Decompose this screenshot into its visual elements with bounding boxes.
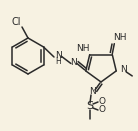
- Text: S: S: [86, 101, 94, 111]
- Text: Cl: Cl: [11, 17, 21, 27]
- Text: O: O: [99, 105, 105, 114]
- Text: N: N: [89, 88, 95, 97]
- Text: H: H: [55, 58, 61, 67]
- Text: O: O: [99, 97, 105, 107]
- Text: N: N: [71, 58, 77, 67]
- Text: N: N: [55, 51, 61, 61]
- Text: NH: NH: [76, 44, 89, 53]
- Text: N: N: [120, 66, 127, 74]
- Text: NH: NH: [114, 33, 127, 42]
